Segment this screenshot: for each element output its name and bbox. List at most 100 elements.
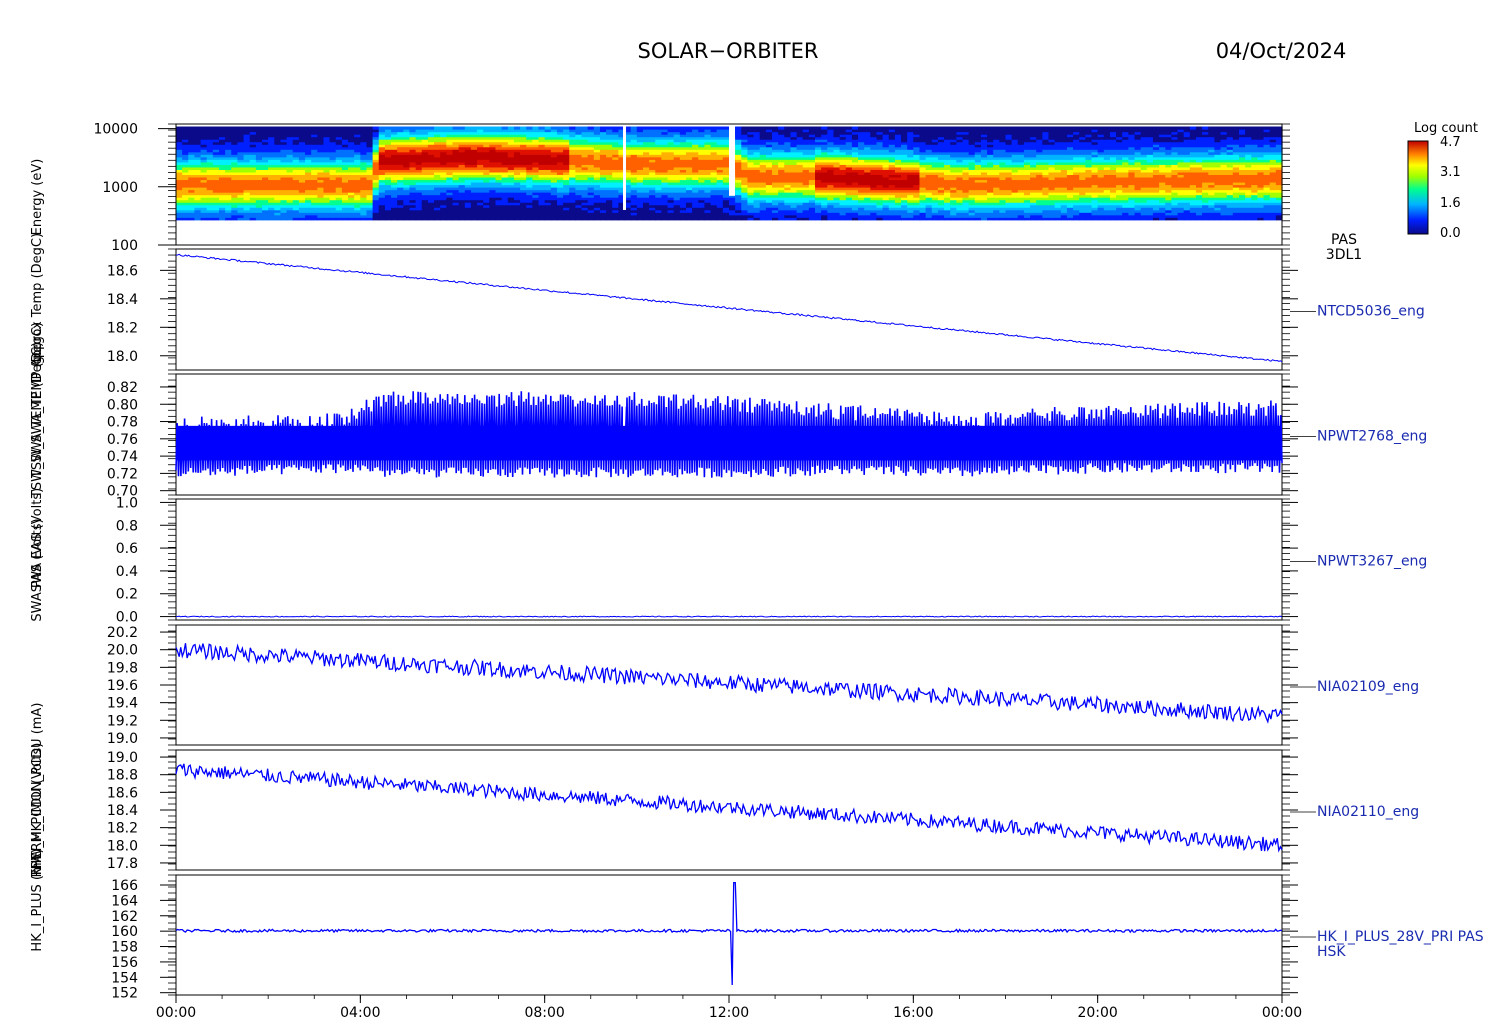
heatmap-cell xyxy=(397,144,404,148)
heatmap-cell xyxy=(298,134,306,138)
heatmap-cell xyxy=(747,204,755,208)
heatmap-cell xyxy=(384,141,392,145)
heatmap-cell xyxy=(477,194,484,198)
heatmap-cell xyxy=(827,214,835,218)
heatmap-cell xyxy=(747,156,755,160)
heatmap-cell xyxy=(716,144,724,148)
heatmap-cell xyxy=(372,156,380,160)
heatmap-cell xyxy=(182,217,189,221)
heatmap-cell xyxy=(378,141,386,145)
heatmap-cell xyxy=(716,207,724,211)
heatmap-cell xyxy=(907,134,914,138)
heatmap-cell xyxy=(458,214,466,218)
heatmap-cell xyxy=(599,161,607,165)
heatmap-cell xyxy=(501,176,509,181)
heatmap-cell xyxy=(642,126,650,130)
heatmap-cell xyxy=(993,171,1000,176)
heatmap-cell xyxy=(796,194,804,198)
heatmap-cell xyxy=(962,214,970,218)
heatmap-cell xyxy=(796,169,804,173)
heatmap-cell xyxy=(630,204,638,208)
heatmap-cell xyxy=(243,214,251,218)
heatmap-cell xyxy=(815,134,822,138)
heatmap-cell xyxy=(661,212,669,216)
heatmap-cell xyxy=(329,184,337,188)
heatmap-cell xyxy=(176,212,183,216)
heatmap-cell xyxy=(452,149,460,153)
heatmap-cell xyxy=(722,129,730,133)
heatmap-cell xyxy=(741,194,749,198)
heatmap-cell xyxy=(931,207,939,211)
heatmap-cell xyxy=(661,144,669,148)
heatmap-cell xyxy=(673,126,681,130)
heatmap-cell xyxy=(913,141,921,145)
heatmap-cell xyxy=(980,149,988,153)
heatmap-cell xyxy=(483,187,490,191)
heatmap-cell xyxy=(685,131,693,135)
heatmap-cell xyxy=(397,164,404,168)
heatmap-cell xyxy=(200,169,208,173)
heatmap-cell xyxy=(470,129,478,133)
heatmap-cell xyxy=(599,151,607,155)
heatmap-cell xyxy=(765,131,773,135)
heatmap-cell xyxy=(446,179,454,183)
heatmap-cell xyxy=(808,161,816,165)
heatmap-cell xyxy=(249,159,257,163)
heatmap-cell xyxy=(176,179,183,183)
heatmap-cell xyxy=(384,181,392,186)
heatmap-cell xyxy=(470,139,478,143)
heatmap-cell xyxy=(292,179,300,183)
heatmap-cell xyxy=(667,197,675,201)
heatmap-cell xyxy=(722,209,730,213)
heatmap-cell xyxy=(176,171,183,176)
heatmap-cell xyxy=(501,166,509,170)
heatmap-cell xyxy=(317,126,325,130)
heatmap-cell xyxy=(980,151,988,155)
heatmap-cell xyxy=(796,209,804,213)
heatmap-cell xyxy=(219,166,226,170)
heatmap-cell xyxy=(231,159,239,163)
heatmap-cell xyxy=(913,164,921,168)
heatmap-cell xyxy=(839,169,847,173)
heatmap-cell xyxy=(212,176,220,181)
heatmap-cell xyxy=(931,171,939,176)
heatmap-cell xyxy=(974,156,982,160)
heatmap-cell xyxy=(778,184,785,188)
heatmap-cell xyxy=(470,166,478,170)
heatmap-cell xyxy=(194,189,202,193)
heatmap-cell xyxy=(956,207,964,211)
heatmap-cell xyxy=(434,187,441,191)
heatmap-cell xyxy=(685,159,693,163)
heatmap-cell xyxy=(360,136,368,140)
heatmap-cell xyxy=(415,214,423,218)
heatmap-cell xyxy=(864,146,871,150)
heatmap-cell xyxy=(323,179,331,183)
heatmap-cell xyxy=(901,202,908,206)
heatmap-cell xyxy=(372,154,380,158)
heatmap-cell xyxy=(753,129,761,133)
heatmap-cell xyxy=(477,161,484,165)
heatmap-cell xyxy=(864,194,871,198)
heatmap-cell xyxy=(772,207,779,211)
heatmap-cell xyxy=(372,151,380,155)
heatmap-cell xyxy=(661,171,669,176)
heatmap-cell xyxy=(845,146,853,150)
heatmap-cell xyxy=(827,194,835,198)
heatmap-cell xyxy=(851,192,859,196)
heatmap-cell xyxy=(815,164,822,168)
heatmap-cell xyxy=(403,197,411,201)
heatmap-cell xyxy=(593,179,601,183)
heatmap-cell xyxy=(987,181,994,186)
heatmap-cell xyxy=(685,194,693,198)
heatmap-cell xyxy=(593,129,601,133)
heatmap-cell xyxy=(237,156,245,160)
heatmap-cell xyxy=(206,161,214,165)
heatmap-cell xyxy=(765,166,773,170)
heatmap-cell xyxy=(765,149,773,153)
heatmap-cell xyxy=(268,199,275,203)
heatmap-cell xyxy=(501,204,509,208)
heatmap-cell xyxy=(335,181,343,186)
heatmap-cell xyxy=(391,169,398,173)
heatmap-cell xyxy=(391,171,398,176)
heatmap-cell xyxy=(833,189,841,193)
